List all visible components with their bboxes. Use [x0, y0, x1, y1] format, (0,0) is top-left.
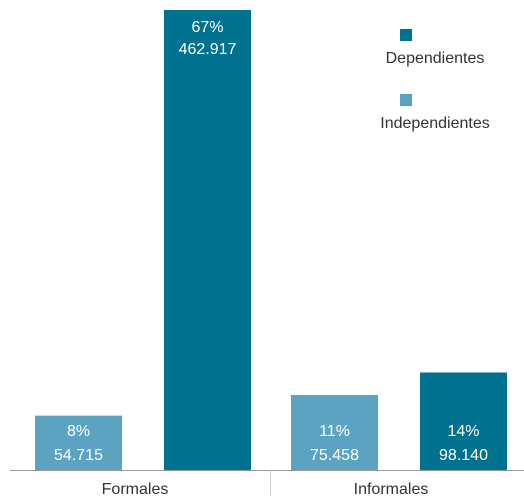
- bar: [291, 395, 378, 470]
- share-label: 8%: [67, 423, 90, 440]
- value-label: 75.458: [310, 447, 359, 464]
- value-label: 54.715: [54, 447, 103, 464]
- share-label: 11%: [319, 423, 350, 440]
- bar: [164, 10, 251, 470]
- legend-swatch: [400, 94, 412, 106]
- legend-swatch: [400, 29, 412, 41]
- share-label: 14%: [447, 423, 479, 440]
- bar: [35, 415, 122, 470]
- x-tick-label: Formales: [102, 481, 169, 498]
- value-label: 98.140: [439, 447, 488, 464]
- share-label: 67%: [191, 19, 223, 36]
- value-label: 462.917: [179, 41, 237, 58]
- bar: [420, 372, 507, 470]
- legend-label: Independientes: [380, 115, 489, 132]
- legend-label: Dependientes: [386, 50, 485, 67]
- x-tick-label: Informales: [354, 481, 429, 498]
